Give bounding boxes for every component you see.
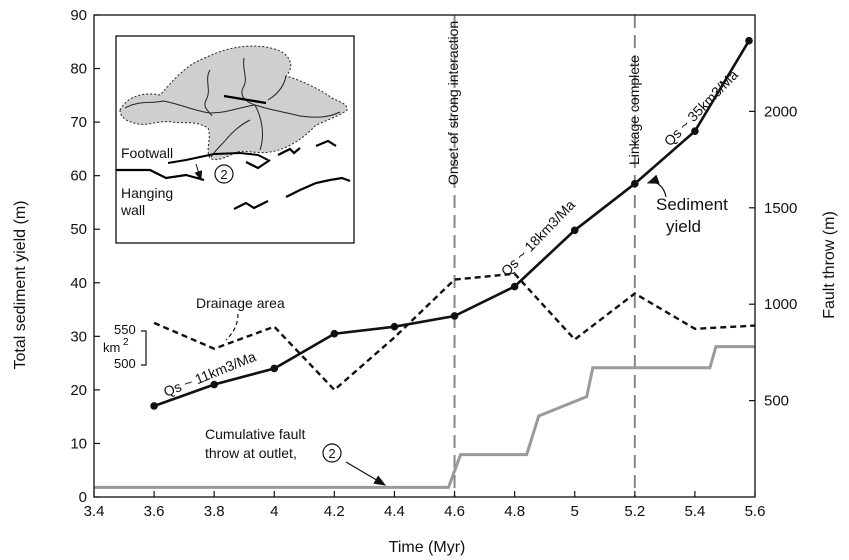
inset-map: Footwall Hanging wall 2 — [115, 35, 355, 244]
sediment-yield-point — [745, 36, 753, 45]
series-drainage-area-line — [153, 272, 756, 392]
throw-label-line1: Cumulative fault — [205, 426, 305, 442]
throw-leader-arrow — [345, 461, 387, 486]
rate-annotation-3: Qs ~ 35km3/Ma — [661, 66, 742, 149]
y2-tick-label: 1000 — [764, 296, 797, 313]
x-tick-label: 4 — [270, 503, 278, 520]
outlet-marker-number: 2 — [220, 167, 227, 182]
scale-unit-label: km — [103, 340, 120, 355]
y2-axis-title: Fault throw (m) — [821, 211, 838, 319]
x-tick-label: 3.8 — [204, 503, 225, 520]
y-tick-label: 20 — [70, 382, 87, 399]
fault-lower — [285, 176, 351, 198]
fault-footwall — [167, 151, 269, 164]
fault-hanging — [116, 159, 271, 182]
y-tick-label: 30 — [70, 328, 87, 345]
x-tick-label: 4.6 — [444, 503, 465, 520]
rate-annotation-1: Qs ~ 11km3/Ma — [161, 348, 258, 400]
catchment-shape — [119, 45, 348, 161]
sediment-label-line1: Sediment — [656, 195, 728, 214]
drainage-network — [124, 57, 341, 158]
sediment-yield-point — [390, 322, 399, 331]
inset-footwall-label: Footwall — [121, 145, 173, 161]
sediment-yield-point — [210, 380, 218, 389]
x-tick-label: 4.8 — [504, 503, 525, 520]
y-tick-label: 60 — [70, 168, 87, 185]
outlet-marker-circle — [214, 164, 234, 184]
axes-layer: 3.4 3.6 3.8 4 4.2 4.4 4.6 4.8 5 5.2 5.4 5.6 0 10 20 30 4… — [70, 7, 797, 520]
sediment-yield-point — [450, 312, 459, 320]
x-tick-label: 5 — [571, 503, 579, 520]
x-tick-label: 3.4 — [84, 503, 105, 520]
y-tick-label: 0 — [79, 489, 87, 506]
vline-label-linkage: Linkage complete — [626, 55, 642, 165]
outlet-arrow — [194, 163, 203, 181]
y-tick-label: 80 — [70, 61, 87, 78]
x-tick-label: 5.4 — [684, 503, 705, 520]
plot-frame — [93, 14, 756, 498]
y2-tick-label: 2000 — [764, 103, 797, 120]
y-tick-label: 10 — [70, 435, 87, 452]
sediment-leader-line — [646, 174, 667, 198]
scale-bracket — [141, 330, 147, 366]
sediment-yield-point — [510, 282, 519, 291]
x-tick-label: 3.6 — [144, 503, 165, 520]
y-tick-label: 90 — [70, 7, 87, 24]
y-axis-title: Total sediment yield (m) — [12, 201, 29, 370]
x-axis-title: Time (Myr) — [389, 539, 466, 556]
scale-unit-superscript: 2 — [123, 337, 129, 348]
sediment-yield-point — [570, 226, 579, 235]
sediment-yield-point — [150, 402, 158, 410]
sediment-yield-point — [270, 364, 279, 373]
y-tick-label: 70 — [70, 114, 87, 131]
y-tick-label: 40 — [70, 275, 87, 292]
throw-marker-circle — [322, 443, 342, 463]
inset-hanging-label: Hanging — [121, 185, 173, 201]
fault-segment-short — [223, 94, 267, 105]
inset-wall-label: wall — [120, 202, 145, 218]
drainage-leader-line — [225, 313, 239, 341]
y2-tick-label: 500 — [764, 393, 789, 410]
x-tick-label: 5.2 — [624, 503, 645, 520]
sediment-yield-point — [631, 179, 639, 188]
fault-lower-west — [233, 200, 269, 210]
x-tick-label: 4.4 — [384, 503, 405, 520]
fault-segment-east — [277, 139, 337, 156]
drainage-area-label: Drainage area — [196, 295, 285, 311]
series-layer — [94, 15, 756, 497]
y-tick-label: 50 — [70, 221, 87, 238]
x-tick-label: 5.6 — [745, 503, 766, 520]
x-tick-label: 4.2 — [324, 503, 345, 520]
sediment-label-line2: yield — [666, 217, 701, 236]
vline-label-onset: Onset of strong interaction — [445, 21, 461, 185]
throw-label-line2: throw at outlet, — [205, 445, 297, 461]
y2-tick-label: 1500 — [764, 200, 797, 217]
scale-bottom-label: 500 — [114, 356, 136, 371]
throw-marker-number: 2 — [328, 446, 335, 461]
sediment-yield-point — [330, 329, 339, 338]
scale-top-label: 550 — [114, 322, 136, 337]
series-fault-throw-line — [94, 345, 755, 489]
sediment-yield-point — [691, 127, 699, 136]
